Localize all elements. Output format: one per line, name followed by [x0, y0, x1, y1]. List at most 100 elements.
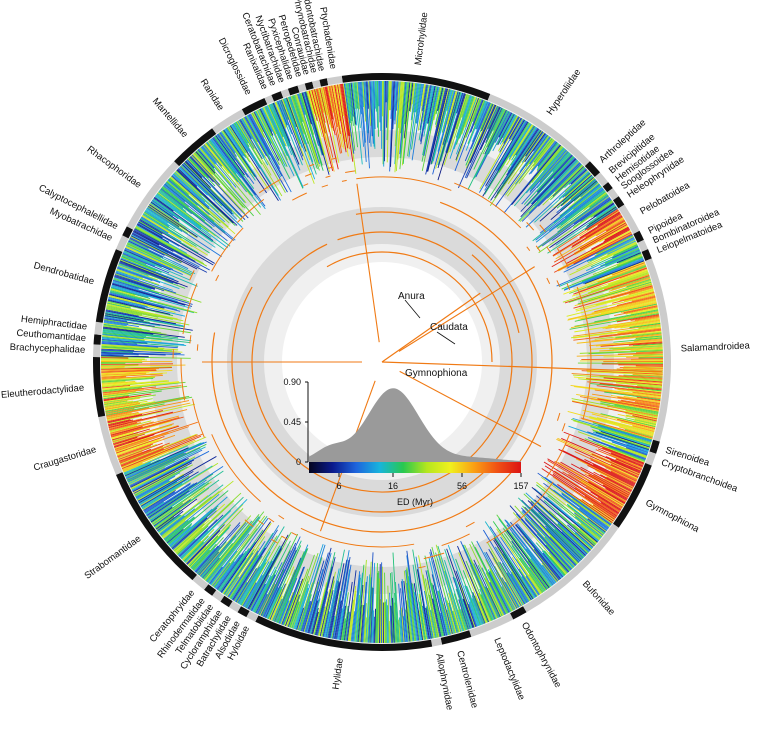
terminal-branch: [596, 235, 634, 255]
terminal-branch: [543, 500, 596, 545]
terminal-branch: [125, 246, 172, 269]
terminal-branch: [522, 509, 576, 567]
terminal-branch: [505, 135, 550, 196]
terminal-branch: [252, 575, 272, 612]
terminal-branch: [392, 552, 399, 643]
terminal-branch: [200, 535, 237, 578]
terminal-branch: [501, 577, 520, 608]
terminal-branch: [125, 442, 205, 479]
terminal-branch: [425, 607, 432, 639]
terminal-branch: [591, 453, 640, 476]
terminal-branch: [255, 574, 276, 614]
terminal-branch: [488, 572, 510, 613]
ring-segment: [297, 83, 307, 93]
terminal-branch: [390, 81, 395, 167]
terminal-branch: [101, 376, 156, 381]
terminal-branch: [552, 473, 618, 517]
terminal-branch: [107, 402, 191, 422]
terminal-branch: [452, 576, 471, 629]
terminal-branch: [317, 606, 326, 636]
clade-label: Microhylidae: [413, 12, 430, 66]
terminal-branch: [553, 174, 592, 209]
terminal-branch: [577, 431, 647, 457]
terminal-branch: [281, 99, 315, 184]
terminal-branch: [107, 300, 174, 317]
terminal-branch: [420, 84, 425, 107]
terminal-branch: [465, 104, 495, 169]
terminal-branch: [257, 109, 272, 137]
terminal-branch: [113, 425, 180, 447]
terminal-branch: [109, 291, 144, 301]
terminal-branch: [128, 446, 206, 485]
terminal-branch: [124, 459, 160, 476]
terminal-branch: [616, 254, 643, 267]
terminal-branch: [556, 176, 594, 209]
terminal-branch: [109, 294, 165, 309]
terminal-branch: [481, 567, 506, 615]
terminal-branch: [186, 524, 225, 565]
terminal-branch: [614, 404, 659, 414]
terminal-branch: [596, 218, 625, 237]
terminal-branch: [282, 566, 306, 626]
terminal-branch: [422, 86, 437, 156]
terminal-branch: [412, 583, 422, 641]
terminal-branch: [577, 281, 652, 305]
terminal-branch: [484, 122, 530, 195]
terminal-branch: [151, 200, 179, 220]
terminal-branch: [121, 448, 169, 469]
terminal-branch: [472, 592, 486, 624]
terminal-branch: [423, 590, 434, 639]
terminal-branch: [521, 511, 575, 568]
terminal-branch: [457, 104, 496, 189]
terminal-branch: [231, 525, 280, 600]
terminal-branch: [401, 581, 408, 642]
terminal-branch: [104, 317, 128, 322]
terminal-branch: [260, 542, 297, 616]
terminal-branch: [384, 572, 386, 643]
terminal-branch: [106, 305, 173, 320]
terminal-branch: [113, 425, 179, 446]
terminal-branch: [372, 610, 375, 643]
terminal-branch: [576, 531, 595, 548]
terminal-branch: [608, 278, 651, 292]
terminal-branch: [539, 150, 568, 183]
terminal-branch: [501, 115, 518, 143]
terminal-branch: [305, 552, 329, 633]
terminal-branch: [609, 453, 643, 469]
terminal-branch: [197, 541, 227, 575]
terminal-branch: [222, 522, 272, 594]
terminal-branch: [161, 490, 220, 538]
terminal-branch: [530, 148, 566, 190]
terminal-branch: [133, 462, 193, 494]
terminal-branch: [110, 289, 198, 314]
clade-stem-arc: [546, 277, 551, 285]
terminal-branch: [213, 136, 245, 177]
terminal-branch: [123, 445, 188, 474]
terminal-branch: [524, 519, 572, 571]
terminal-branch: [469, 543, 505, 616]
terminal-branch: [225, 576, 240, 597]
terminal-branch: [457, 545, 490, 623]
terminal-branch: [431, 546, 456, 634]
terminal-branch: [620, 321, 661, 329]
terminal-branch: [406, 567, 417, 642]
terminal-branch: [109, 292, 177, 311]
terminal-branch: [129, 449, 203, 487]
terminal-branch: [220, 131, 236, 154]
terminal-branch: [180, 496, 244, 559]
terminal-branch: [590, 459, 637, 482]
terminal-branch: [141, 215, 193, 248]
terminal-branch: [619, 366, 663, 369]
terminal-branch: [604, 247, 640, 264]
terminal-branch: [529, 149, 568, 193]
terminal-branch: [557, 437, 640, 475]
terminal-branch: [590, 398, 659, 412]
terminal-branch: [384, 81, 386, 162]
terminal-branch: [521, 162, 581, 222]
terminal-branch: [556, 191, 606, 229]
terminal-branch: [229, 125, 279, 201]
terminal-branch: [620, 421, 655, 431]
terminal-branch: [469, 601, 479, 627]
terminal-branch: [608, 270, 648, 285]
terminal-branch: [466, 106, 500, 179]
